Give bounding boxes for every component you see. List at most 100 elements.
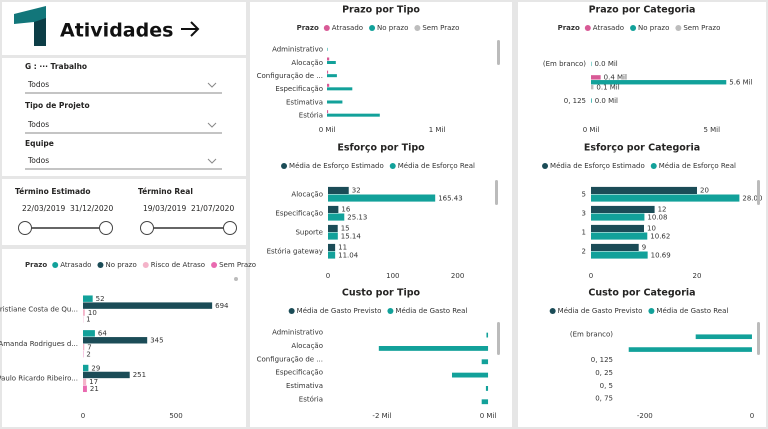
y-tick-label: 3 [582,210,586,218]
data-label: 28.00 [742,194,762,202]
bar [481,359,489,365]
legend-swatch [584,25,591,31]
legend-label: Média de Esforço Real [659,162,736,170]
bar [327,83,330,87]
y-tick-label: Paulo Ricardo Ribeiro... [0,375,78,383]
bar [591,194,740,202]
data-label: 0.1 Mil [596,83,619,91]
legend-label: Sem Prazo [683,24,720,32]
legend-label: No prazo [638,24,669,32]
date-end[interactable]: 21/07/2020 [191,204,234,213]
bar [591,232,648,240]
x-tick-label: -200 [637,412,653,420]
y-tick-label: 5 [582,191,586,199]
data-label: 165.43 [438,194,463,202]
legend-swatch [387,308,394,314]
y-tick-label: Estória [299,395,323,403]
chart-title: Esforço por Categoria [584,143,700,154]
legend-swatch [97,262,104,268]
date-end[interactable]: 31/12/2020 [70,204,113,213]
dropdown-value[interactable]: Todos [27,80,49,89]
data-label: 52 [96,295,105,303]
data-label: 251 [133,371,146,379]
legend-swatch [414,25,421,31]
data-label: 0.4 Mil [604,74,627,82]
x-tick-label: 0 [81,412,85,420]
y-tick-label: 0, 25 [595,369,613,377]
legend: Média de Gasto Previsto Média de Gasto Re… [549,307,728,315]
y-tick-label: 0, 5 [600,382,613,390]
y-tick-label: 0, 75 [595,395,613,403]
data-label: 12 [658,206,667,214]
data-label: 16 [341,206,350,214]
bar [327,87,353,91]
data-label: 25.13 [347,213,367,221]
legend-label: Atrasado [332,24,363,32]
x-tick-label: 20 [693,272,702,280]
bar [628,347,752,352]
bar [485,386,489,391]
bar [83,302,213,309]
bar [83,378,87,386]
y-tick-label: 0, 125 [564,97,586,105]
chart-panel [250,2,512,427]
y-tick-label: Cristiane Costa de Qu... [0,305,78,313]
data-label: 10 [647,225,656,233]
bar [591,205,655,213]
dropdown-value[interactable]: Todos [27,120,49,129]
x-tick-label: 1 Mil [429,126,446,134]
data-label: 29 [91,364,100,372]
legend-swatch [142,262,149,268]
bar [327,60,336,65]
bar [328,213,345,221]
x-tick-label: 200 [451,272,464,280]
page-title: Atividades [60,20,173,42]
legend-label: Média de Gasto Previsto [558,307,643,315]
bar [591,243,639,251]
filter-label: Equipe [25,139,54,148]
legend-label: Média de Esforço Estimado [550,162,645,170]
data-label: 21 [90,385,99,393]
data-label: 694 [215,302,229,310]
bar [591,80,727,85]
data-label: 15 [341,225,350,233]
y-tick-label: Especificação [275,210,323,218]
legend: Média de Esforço Estimado Média de Esforç… [542,162,736,170]
dropdown-value[interactable]: Todos [27,156,49,165]
bar [591,251,648,259]
bar [328,243,336,251]
legend-label: Atrasado [60,261,91,269]
scrollbar [497,40,500,65]
bar [378,346,489,351]
filter-panel [2,58,246,176]
logo [34,18,46,46]
bar [695,334,752,340]
bar [327,110,329,114]
scrollbar [497,322,500,355]
legend-swatch [211,262,218,268]
y-tick-label: 1 [582,229,586,237]
scrollbar [495,180,498,205]
bar [481,399,489,405]
legend-label: Média de Gasto Real [395,307,467,315]
range-slider[interactable] [18,221,237,235]
legend-swatch [650,163,657,169]
data-label: 11.04 [338,251,359,259]
legend-title: Prazo [297,24,319,32]
y-tick-label: Estória [299,111,323,119]
date-label: Término Real [138,187,193,196]
legend: Prazo Atrasado No prazo Sem Prazo [558,24,721,32]
bar [591,75,601,80]
bar [327,100,343,104]
nav-arrow[interactable] [181,21,200,37]
date-start[interactable]: 19/03/2019 [143,204,186,213]
y-tick-label: Configuração de ... [257,355,323,363]
bar [328,251,336,259]
y-tick-label: Alocação [291,191,323,199]
bar [486,332,489,338]
y-tick-label: Alocação [291,59,323,67]
bar [327,47,328,51]
legend: Prazo Atrasado No prazo Risco de Atraso Sem … [25,261,256,269]
data-label: 9 [642,244,646,252]
date-start[interactable]: 22/03/2019 [22,204,65,213]
